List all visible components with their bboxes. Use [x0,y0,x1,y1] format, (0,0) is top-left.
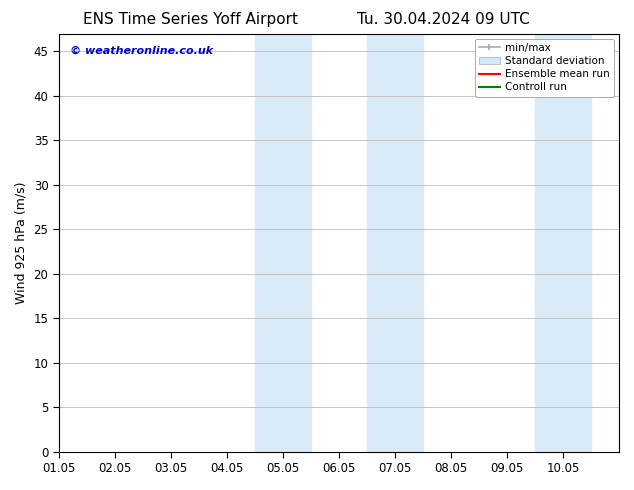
Bar [255,34,311,452]
Text: Tu. 30.04.2024 09 UTC: Tu. 30.04.2024 09 UTC [358,12,530,27]
Bar [535,34,591,452]
Text: ENS Time Series Yoff Airport: ENS Time Series Yoff Airport [82,12,298,27]
Bar [367,34,423,452]
Text: © weatheronline.co.uk: © weatheronline.co.uk [70,46,213,56]
Legend: min/max, Standard deviation, Ensemble mean run, Controll run: min/max, Standard deviation, Ensemble me… [475,39,614,97]
Y-axis label: Wind 925 hPa (m/s): Wind 925 hPa (m/s) [15,181,28,304]
